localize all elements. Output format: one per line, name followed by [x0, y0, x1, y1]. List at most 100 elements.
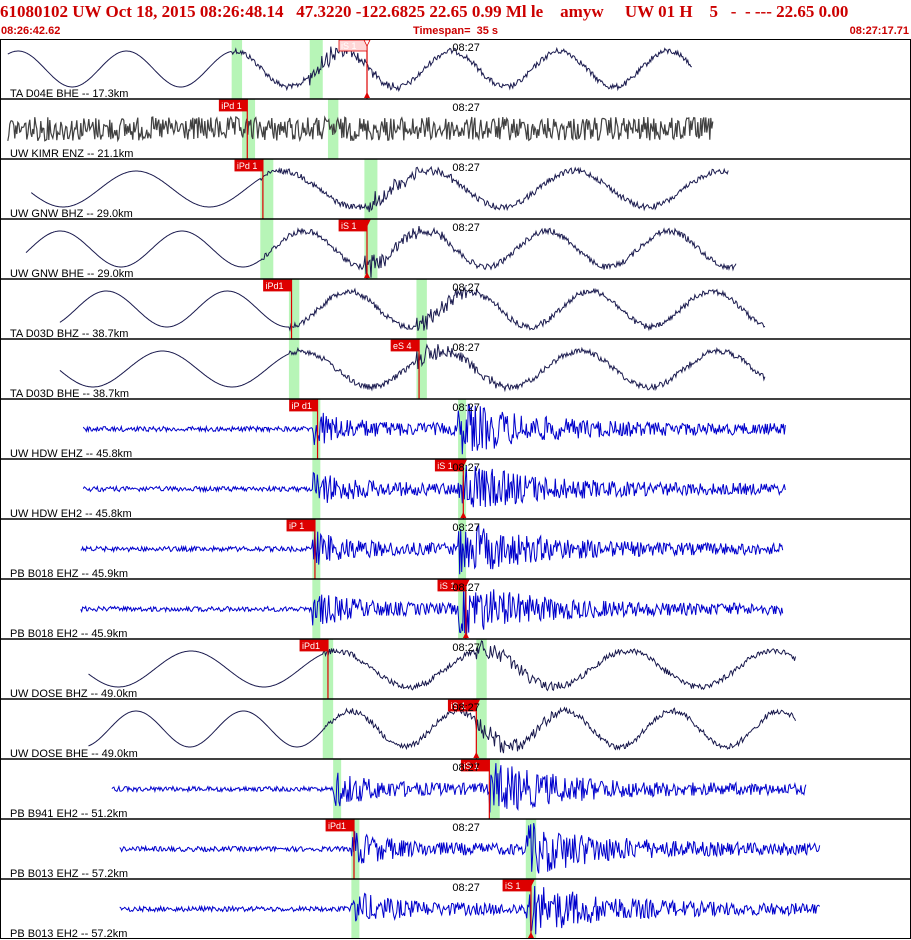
pick-label: iPd 1 — [221, 101, 242, 111]
pick-flag — [218, 99, 248, 112]
trace-panel: iS 108:27 PB B018 EH2 -- 45.9km — [0, 578, 911, 640]
waveform-trace — [7, 44, 692, 92]
record-header: 61080102 UW Oct 18, 2015 08:26:48.14 47.… — [0, 0, 911, 40]
time-tick-label: 08:27 — [452, 42, 480, 54]
channel-label: UW GNW BHZ -- 29.0km — [10, 208, 133, 220]
analysis-window — [333, 759, 342, 819]
channel-label: UW HDW EH2 -- 45.8km — [10, 508, 132, 520]
trace-panel: iS 1 08:27 PB B013 EH2 -- 57.2km — [0, 878, 911, 940]
pick-label: iS 1 — [341, 221, 357, 231]
time-tick-label: 08:27 — [452, 882, 480, 894]
pick-marker-bottom — [460, 512, 467, 518]
analysis-window — [322, 699, 334, 759]
channel-label: PB B018 EH2 -- 45.9km — [10, 628, 127, 640]
timespan-label: Timespan= 35 s — [412, 25, 499, 37]
pick-marker-bottom — [364, 92, 371, 98]
pick-label: iP d1 — [292, 401, 312, 411]
waveform-trace — [119, 823, 821, 874]
trace-panel: iS 108:27 UW DOSE BHE -- 49.0km — [0, 698, 911, 760]
pick-marker-top — [459, 459, 467, 467]
waveform-trace — [7, 115, 714, 143]
time-tick-label: 08:27 — [452, 642, 480, 654]
waveform-trace — [80, 524, 784, 575]
time-tick-label: 08:27 — [452, 162, 480, 174]
channel-label: PB B941 EH2 -- 51.2km — [10, 808, 127, 820]
pick-marker-bottom — [473, 752, 480, 758]
time-tick-label: 08:27 — [452, 402, 480, 414]
pick-flag — [289, 399, 318, 412]
analysis-window — [312, 519, 321, 579]
waveform-trace — [30, 165, 729, 213]
trace-panel: iS 1 08:27 UW HDW EH2 -- 45.8km — [0, 458, 911, 520]
time-tick-label: 08:27 — [452, 282, 480, 294]
channel-label: PB B018 EHZ -- 45.9km — [10, 568, 128, 580]
waveform-trace — [88, 706, 796, 754]
pick-flag — [390, 339, 420, 352]
pick-label: iP 1 — [289, 521, 304, 531]
time-tick-label: 08:27 — [452, 342, 480, 354]
pick-marker-top — [363, 219, 371, 227]
trace-panel: iPd1 08:27 TA D03D BHZ -- 38.7km — [0, 278, 911, 340]
pick-label: iPd1 — [302, 641, 320, 651]
pick-marker-bottom — [527, 932, 534, 938]
analysis-window — [476, 639, 487, 699]
waveform-trace — [88, 640, 796, 692]
time-tick-label: 08:27 — [452, 522, 480, 534]
trace-panel: eS 4 08:27 TA D03D BHE -- 38.7km — [0, 338, 911, 400]
waveform-trace — [25, 226, 737, 278]
channel-label: UW GNW BHE -- 29.0km — [10, 268, 133, 280]
time-tick-label: 08:27 — [452, 462, 480, 474]
analysis-window — [458, 459, 467, 519]
pick-label: iPd1 — [328, 821, 346, 831]
analysis-window — [309, 39, 323, 99]
time-tick-label: 08:27 — [452, 102, 480, 114]
channel-label: UW KIMR ENZ -- 21.1km — [10, 148, 133, 160]
time-tick-label: 08:27 — [452, 582, 480, 594]
pick-flag — [286, 519, 316, 532]
channel-label: TA D03D BHE -- 38.7km — [10, 388, 129, 400]
trace-panel: iPd1 08:27 UW DOSE BHZ -- 49.0km — [0, 638, 911, 700]
event-title: 61080102 UW Oct 18, 2015 08:26:48.14 47.… — [0, 2, 849, 21]
pick-marker-top — [462, 579, 470, 587]
pick-flag — [460, 759, 490, 772]
time-tick-label: 08:27 — [452, 762, 480, 774]
pick-marker-top — [527, 879, 535, 887]
waveform-trace — [82, 465, 786, 508]
waveform-trace — [59, 285, 766, 332]
waveform-trace — [119, 885, 821, 935]
analysis-window — [458, 399, 467, 459]
analysis-window — [260, 159, 274, 219]
channel-label: PB B013 EHZ -- 57.2km — [10, 868, 128, 880]
time-tick-label: 08:27 — [452, 822, 480, 834]
pick-marker-bottom — [364, 272, 371, 278]
pick-flag — [325, 819, 355, 832]
pick-label: iS 1 — [505, 881, 521, 891]
channel-label: UW DOSE BHE -- 49.0km — [10, 748, 138, 760]
pick-label: iS 1 — [463, 761, 479, 771]
analysis-window — [416, 339, 427, 399]
analysis-window — [458, 579, 467, 639]
pick-marker-top — [472, 699, 480, 707]
pick-label: iS 1 — [440, 581, 456, 591]
waveform-trace — [82, 403, 786, 455]
pick-marker-bottom — [462, 632, 469, 638]
trace-panel: iP d1 08:27 UW HDW EHZ -- 45.8km — [0, 398, 911, 460]
channel-label: UW HDW EHZ -- 45.8km — [10, 448, 132, 460]
waveform-trace — [59, 343, 766, 393]
waveform-trace — [80, 584, 784, 635]
analysis-window — [231, 39, 243, 99]
start-time: 08:26:42.62 — [1, 25, 61, 37]
trace-panel: iPd 1 08:27 UW GNW BHZ -- 29.0km — [0, 158, 911, 220]
analysis-window — [260, 219, 274, 279]
pick-flag — [299, 639, 329, 652]
pick-label: iS 1 — [341, 41, 357, 51]
time-tick-label: 08:27 — [452, 702, 480, 714]
trace-panel: iPd 1 08:27 UW KIMR ENZ -- 21.1km — [0, 98, 911, 160]
trace-panel: iP 1 08:27 PB B018 EHZ -- 45.9km — [0, 518, 911, 580]
time-tick-label: 08:27 — [452, 222, 480, 234]
channel-label: TA D04E BHE -- 17.3km — [10, 88, 128, 100]
trace-panel: iPd1 08:27 PB B013 EHZ -- 57.2km — [0, 818, 911, 880]
analysis-window — [288, 339, 300, 399]
channel-label: TA D03D BHZ -- 38.7km — [10, 328, 128, 340]
